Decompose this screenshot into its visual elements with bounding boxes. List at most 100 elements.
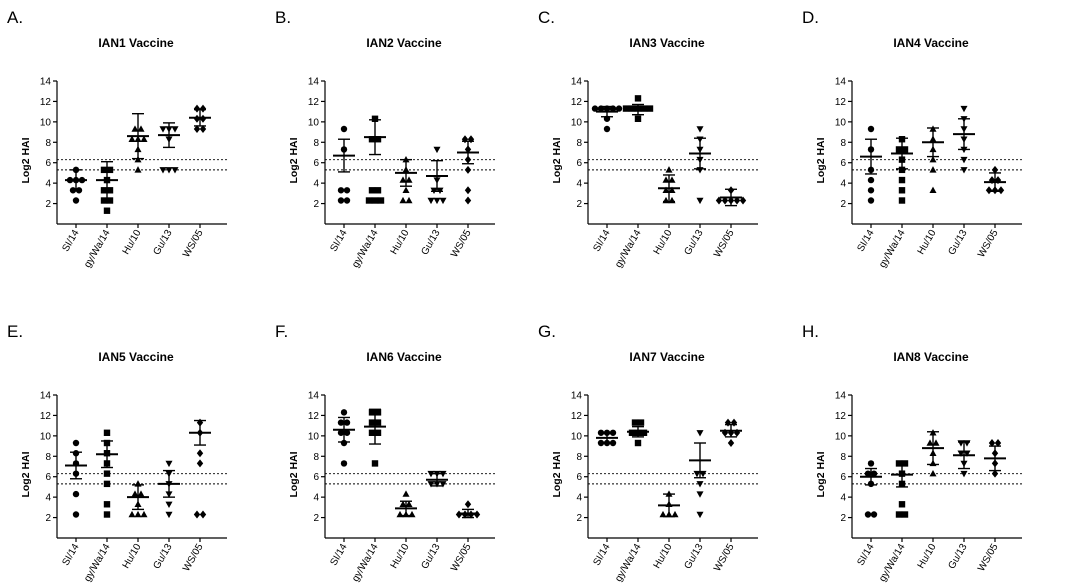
data-point [402,186,410,194]
y-axis-label: Log2 HAI [20,451,32,497]
data-point [128,135,136,142]
y-axis-label: Log2 HAI [20,137,32,183]
data-point [696,126,704,133]
data-point [103,470,111,477]
data-point [901,511,909,518]
data-point [137,490,145,497]
y-tick-label: 12 [40,411,52,422]
data-point [960,470,968,478]
y-tick-label: 12 [40,97,52,108]
data-point [408,510,416,518]
y-tick-label: 10 [308,431,320,442]
data-point [867,197,875,204]
y-tick-label: 14 [835,391,847,402]
category-label: SI/14 [328,228,349,254]
y-tick-label: 2 [313,199,319,210]
data-point [396,510,404,518]
data-point [72,490,80,498]
data-point [615,105,623,112]
panel-title: IAN5 Vaccine [98,350,174,364]
panel-letter: A. [7,8,23,27]
data-point [137,125,145,132]
y-tick-label: 14 [308,391,320,402]
category-label: Hu/10 [916,228,939,257]
y-tick-label: 2 [840,199,846,210]
data-point [997,186,1005,195]
data-point [106,166,114,174]
data-point [374,136,382,143]
data-point [371,197,379,204]
data-point [171,126,179,133]
data-point [932,439,940,446]
data-point [665,166,673,173]
data-point [439,197,447,205]
y-tick-label: 8 [313,138,319,149]
category-label: Gu/13 [151,542,174,571]
data-point [898,501,906,508]
data-point [72,511,80,518]
category-label: Gu/13 [419,542,442,571]
data-point [199,114,207,123]
data-point [739,196,747,205]
data-point [473,510,481,519]
panel-letter: D. [802,8,819,27]
data-point [405,500,413,508]
category-label: gy/Wa/14 [877,542,908,584]
data-point [340,460,348,467]
y-tick-label: 8 [840,138,846,149]
data-point [368,136,376,143]
y-tick-label: 8 [576,452,582,463]
data-point [128,510,136,518]
y-axis-label: Log2 HAI [288,137,300,183]
data-point [929,186,937,194]
category-label: gy/Wa/14 [613,542,644,584]
y-tick-label: 8 [45,138,51,149]
category-label: Hu/10 [121,228,144,257]
panel-5: E. IAN5 Vaccine Log2 HAI 2 4 6 8 10 12 14 SI/14 gy/… [7,322,227,584]
data-point [631,419,639,426]
data-point [433,197,441,205]
data-point [193,125,201,134]
data-point [464,196,472,205]
data-point [898,176,906,184]
panel-letter: B. [275,8,291,27]
data-point [103,480,111,488]
data-point [165,167,173,174]
data-point [134,510,142,518]
data-point [106,187,114,194]
data-point [72,197,80,204]
y-tick-label: 10 [40,431,52,442]
data-point [371,115,379,122]
data-point [733,196,741,205]
data-point [439,481,447,488]
category-label: WS/05 [712,542,737,574]
y-tick-label: 6 [576,158,582,169]
data-point [659,510,667,518]
y-tick-label: 2 [45,199,51,210]
y-tick-label: 4 [45,179,51,190]
data-point [929,166,937,173]
data-point [895,460,903,467]
panel-8: H. IAN8 Vaccine Log2 HAI 2 4 6 8 10 12 14 SI/14 gy/… [802,322,1022,584]
data-point [455,510,463,519]
category-label: Hu/10 [389,228,412,257]
category-label: gy/Wa/14 [877,228,908,270]
data-point [337,197,345,204]
data-point [340,409,348,416]
data-point [374,429,382,436]
data-point [193,114,201,123]
category-label: WS/05 [976,228,1001,260]
data-point [637,419,645,426]
data-point [368,429,376,436]
y-tick-label: 6 [840,472,846,483]
panel-4: D. IAN4 Vaccine Log2 HAI 2 4 6 8 10 12 14 SI/14 gy/… [802,8,1022,270]
data-point [628,429,636,436]
y-tick-label: 14 [835,77,847,88]
data-point [374,187,382,194]
data-point [196,449,204,458]
category-label: Hu/10 [916,542,939,571]
data-point [368,187,376,194]
data-point [929,155,937,163]
data-point [901,460,909,467]
y-tick-label: 10 [40,117,52,128]
